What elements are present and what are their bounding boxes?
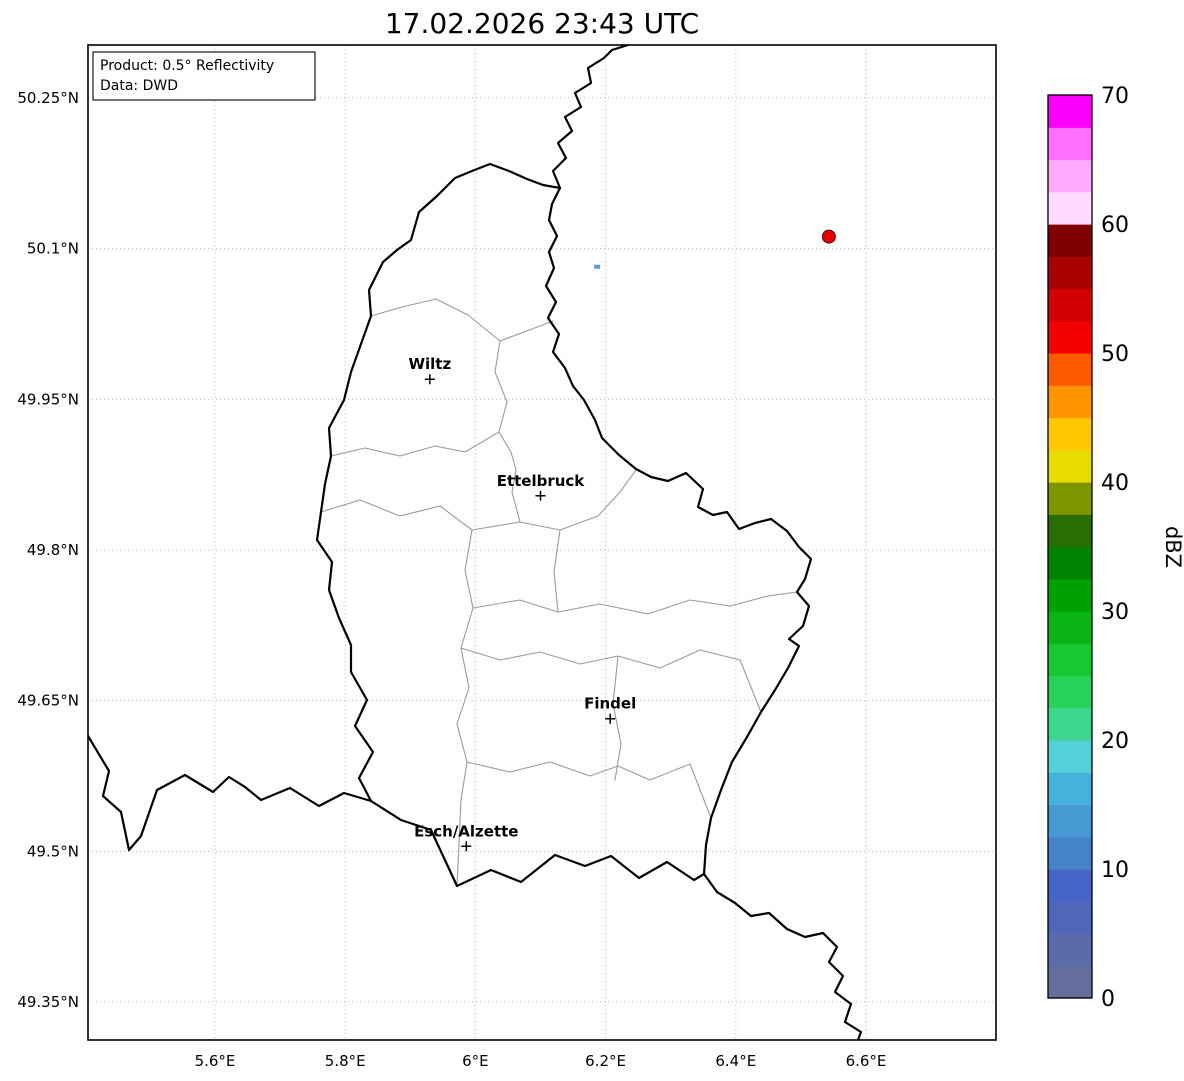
- lon-tick-label: 5.8°E: [325, 1052, 366, 1070]
- colorbar-segment: [1048, 127, 1092, 161]
- colorbar-tick-label: 50: [1101, 342, 1129, 367]
- district-border: [472, 591, 798, 615]
- colorbar-segment: [1048, 224, 1092, 257]
- lat-tick-label: 49.65°N: [17, 692, 79, 710]
- colorbar-segment: [1048, 901, 1092, 935]
- echo-pixel: [594, 264, 601, 269]
- city-marker: [535, 490, 546, 501]
- colorbar-segment: [1048, 965, 1092, 999]
- figure-title: 17.02.2026 23:43 UTC: [385, 7, 699, 40]
- colorbar-segment: [1048, 514, 1092, 548]
- info-box-frame: [92, 51, 316, 101]
- colorbar: 0 10 20 30 40 50 60 70: [1047, 84, 1129, 1012]
- belgium-germany-border: [551, 45, 630, 190]
- city-label: Ettelbruck: [497, 472, 586, 490]
- city-label: Esch/Alzette: [414, 822, 518, 840]
- colorbar-segment: [1048, 804, 1092, 838]
- city-label: Wiltz: [408, 355, 451, 373]
- belgium-france-border: [88, 734, 373, 852]
- city-marker: [461, 841, 472, 852]
- colorbar-tick-label: 20: [1101, 729, 1129, 754]
- colorbar-segment: [1048, 772, 1092, 806]
- lon-tick-label: 6.6°E: [846, 1052, 887, 1070]
- colorbar-tick-label: 30: [1101, 600, 1129, 625]
- map-borders: [88, 45, 863, 1040]
- colorbar-segment: [1048, 643, 1092, 677]
- colorbar-tick-label: 40: [1101, 471, 1129, 496]
- lon-tick-label: 6.2°E: [585, 1052, 626, 1070]
- district-border: [466, 761, 712, 819]
- colorbar-segment: [1048, 320, 1092, 354]
- city-marker: [424, 374, 435, 385]
- district-border: [370, 298, 554, 342]
- lat-tick-label: 49.95°N: [17, 390, 79, 408]
- colorbar-segment: [1048, 256, 1092, 290]
- colorbar-segment: [1048, 675, 1092, 709]
- colorbar-segment: [1048, 482, 1092, 515]
- city-markers: Wiltz Ettelbruck Findel Esch/Alzette: [408, 355, 636, 852]
- luxembourg-border: [315, 162, 813, 888]
- lat-tick-label: 49.5°N: [27, 842, 79, 860]
- district-border: [330, 431, 500, 457]
- colorbar-tick-label: 0: [1101, 987, 1115, 1012]
- district-border: [320, 469, 637, 531]
- radar-echoes: [594, 229, 836, 269]
- colorbar-segment: [1048, 417, 1092, 451]
- colorbar-segment: [1048, 611, 1092, 644]
- colorbar-segment: [1048, 449, 1092, 483]
- graticule: [88, 45, 996, 1040]
- district-border: [494, 340, 521, 523]
- lat-tick-label: 49.35°N: [17, 993, 79, 1011]
- info-box: Product: 0.5° Reflectivity Data: DWD: [92, 51, 316, 101]
- echo-dot: [821, 229, 836, 244]
- info-data-line: Data: DWD: [100, 78, 178, 94]
- colorbar-segment: [1048, 191, 1092, 225]
- district-border: [456, 529, 474, 887]
- district-border: [612, 655, 622, 781]
- latitude-tick-labels: 50.25°N 50.1°N 49.95°N 49.8°N 49.65°N 49.5°N 4…: [17, 89, 79, 1011]
- colorbar-frame: [1047, 94, 1093, 999]
- district-borders: [320, 298, 798, 887]
- colorbar-segment: [1048, 353, 1092, 386]
- colorbar-segment: [1048, 578, 1092, 612]
- city-label: Findel: [584, 695, 636, 713]
- lat-tick-label: 49.8°N: [27, 541, 79, 559]
- colorbar-tick-label: 60: [1101, 213, 1129, 238]
- germany-france-border: [702, 872, 863, 1040]
- lon-tick-label: 6°E: [462, 1052, 489, 1070]
- colorbar-axis-label: dBZ: [1161, 526, 1184, 568]
- colorbar-segment: [1048, 869, 1092, 902]
- colorbar-tick-label: 70: [1101, 84, 1129, 109]
- colorbar-segment: [1048, 95, 1092, 128]
- colorbar-segment: [1048, 288, 1092, 322]
- colorbar-tick-label: 10: [1101, 858, 1129, 883]
- colorbar-segment: [1048, 836, 1092, 870]
- info-product-line: Product: 0.5° Reflectivity: [100, 58, 274, 74]
- longitude-tick-labels: 5.6°E 5.8°E 6°E 6.2°E 6.4°E 6.6°E: [195, 1052, 887, 1070]
- colorbar-segment: [1048, 933, 1092, 967]
- lat-tick-label: 50.25°N: [17, 89, 79, 107]
- lon-tick-label: 5.6°E: [195, 1052, 236, 1070]
- colorbar-segment: [1048, 159, 1092, 193]
- colorbar-segment: [1048, 707, 1092, 741]
- district-border: [553, 529, 561, 613]
- colorbar-segment: [1048, 740, 1092, 773]
- map-frame: [87, 44, 997, 1041]
- colorbar-segment: [1048, 385, 1092, 419]
- lat-tick-label: 50.1°N: [27, 240, 79, 258]
- lon-tick-label: 6.4°E: [715, 1052, 756, 1070]
- city-marker: [605, 713, 616, 724]
- colorbar-segment: [1048, 546, 1092, 580]
